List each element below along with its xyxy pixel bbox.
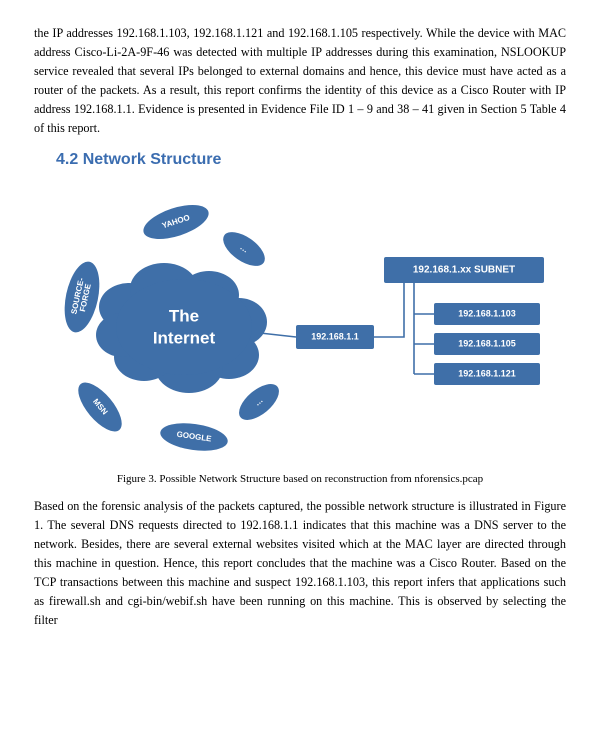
router-node: 192.168.1.1: [296, 325, 374, 349]
svg-text:192.168.1.103: 192.168.1.103: [458, 309, 516, 319]
cloud-satellite: SOURCE-FORGE: [59, 259, 105, 336]
svg-text:Internet: Internet: [153, 329, 216, 348]
subnet-node: 192.168.1.xx SUBNET: [384, 257, 544, 283]
internet-cloud: The Internet: [96, 263, 267, 393]
host-node: 192.168.1.105: [434, 333, 540, 355]
svg-text:192.168.1.xx SUBNET: 192.168.1.xx SUBNET: [413, 265, 515, 276]
figure-caption: Figure 3. Possible Network Structure bas…: [34, 473, 566, 485]
cloud-satellite: …: [233, 378, 285, 427]
host-node: 192.168.1.103: [434, 303, 540, 325]
host-node: 192.168.1.121: [434, 363, 540, 385]
paragraph-1: the IP addresses 192.168.1.103, 192.168.…: [34, 24, 566, 137]
cloud-satellite: GOOGLE: [159, 420, 230, 455]
svg-text:192.168.1.105: 192.168.1.105: [458, 339, 516, 349]
paragraph-2: Based on the forensic analysis of the pa…: [34, 497, 566, 629]
svg-text:The: The: [169, 307, 199, 326]
cloud-satellite: MSN: [71, 376, 129, 439]
document-page: the IP addresses 192.168.1.103, 192.168.…: [0, 0, 600, 630]
svg-text:192.168.1.121: 192.168.1.121: [458, 369, 516, 379]
network-diagram: TheInternetYAHOO…SOURCE-FORGEMSNGOOGLE…1…: [34, 177, 566, 467]
svg-text:192.168.1.1: 192.168.1.1: [311, 332, 359, 342]
cloud-satellite: YAHOO: [139, 199, 212, 247]
diagram-svg: TheInternetYAHOO…SOURCE-FORGEMSNGOOGLE…1…: [34, 177, 560, 467]
section-heading: 4.2 Network Structure: [56, 151, 566, 169]
cloud-satellite: …: [217, 226, 270, 273]
